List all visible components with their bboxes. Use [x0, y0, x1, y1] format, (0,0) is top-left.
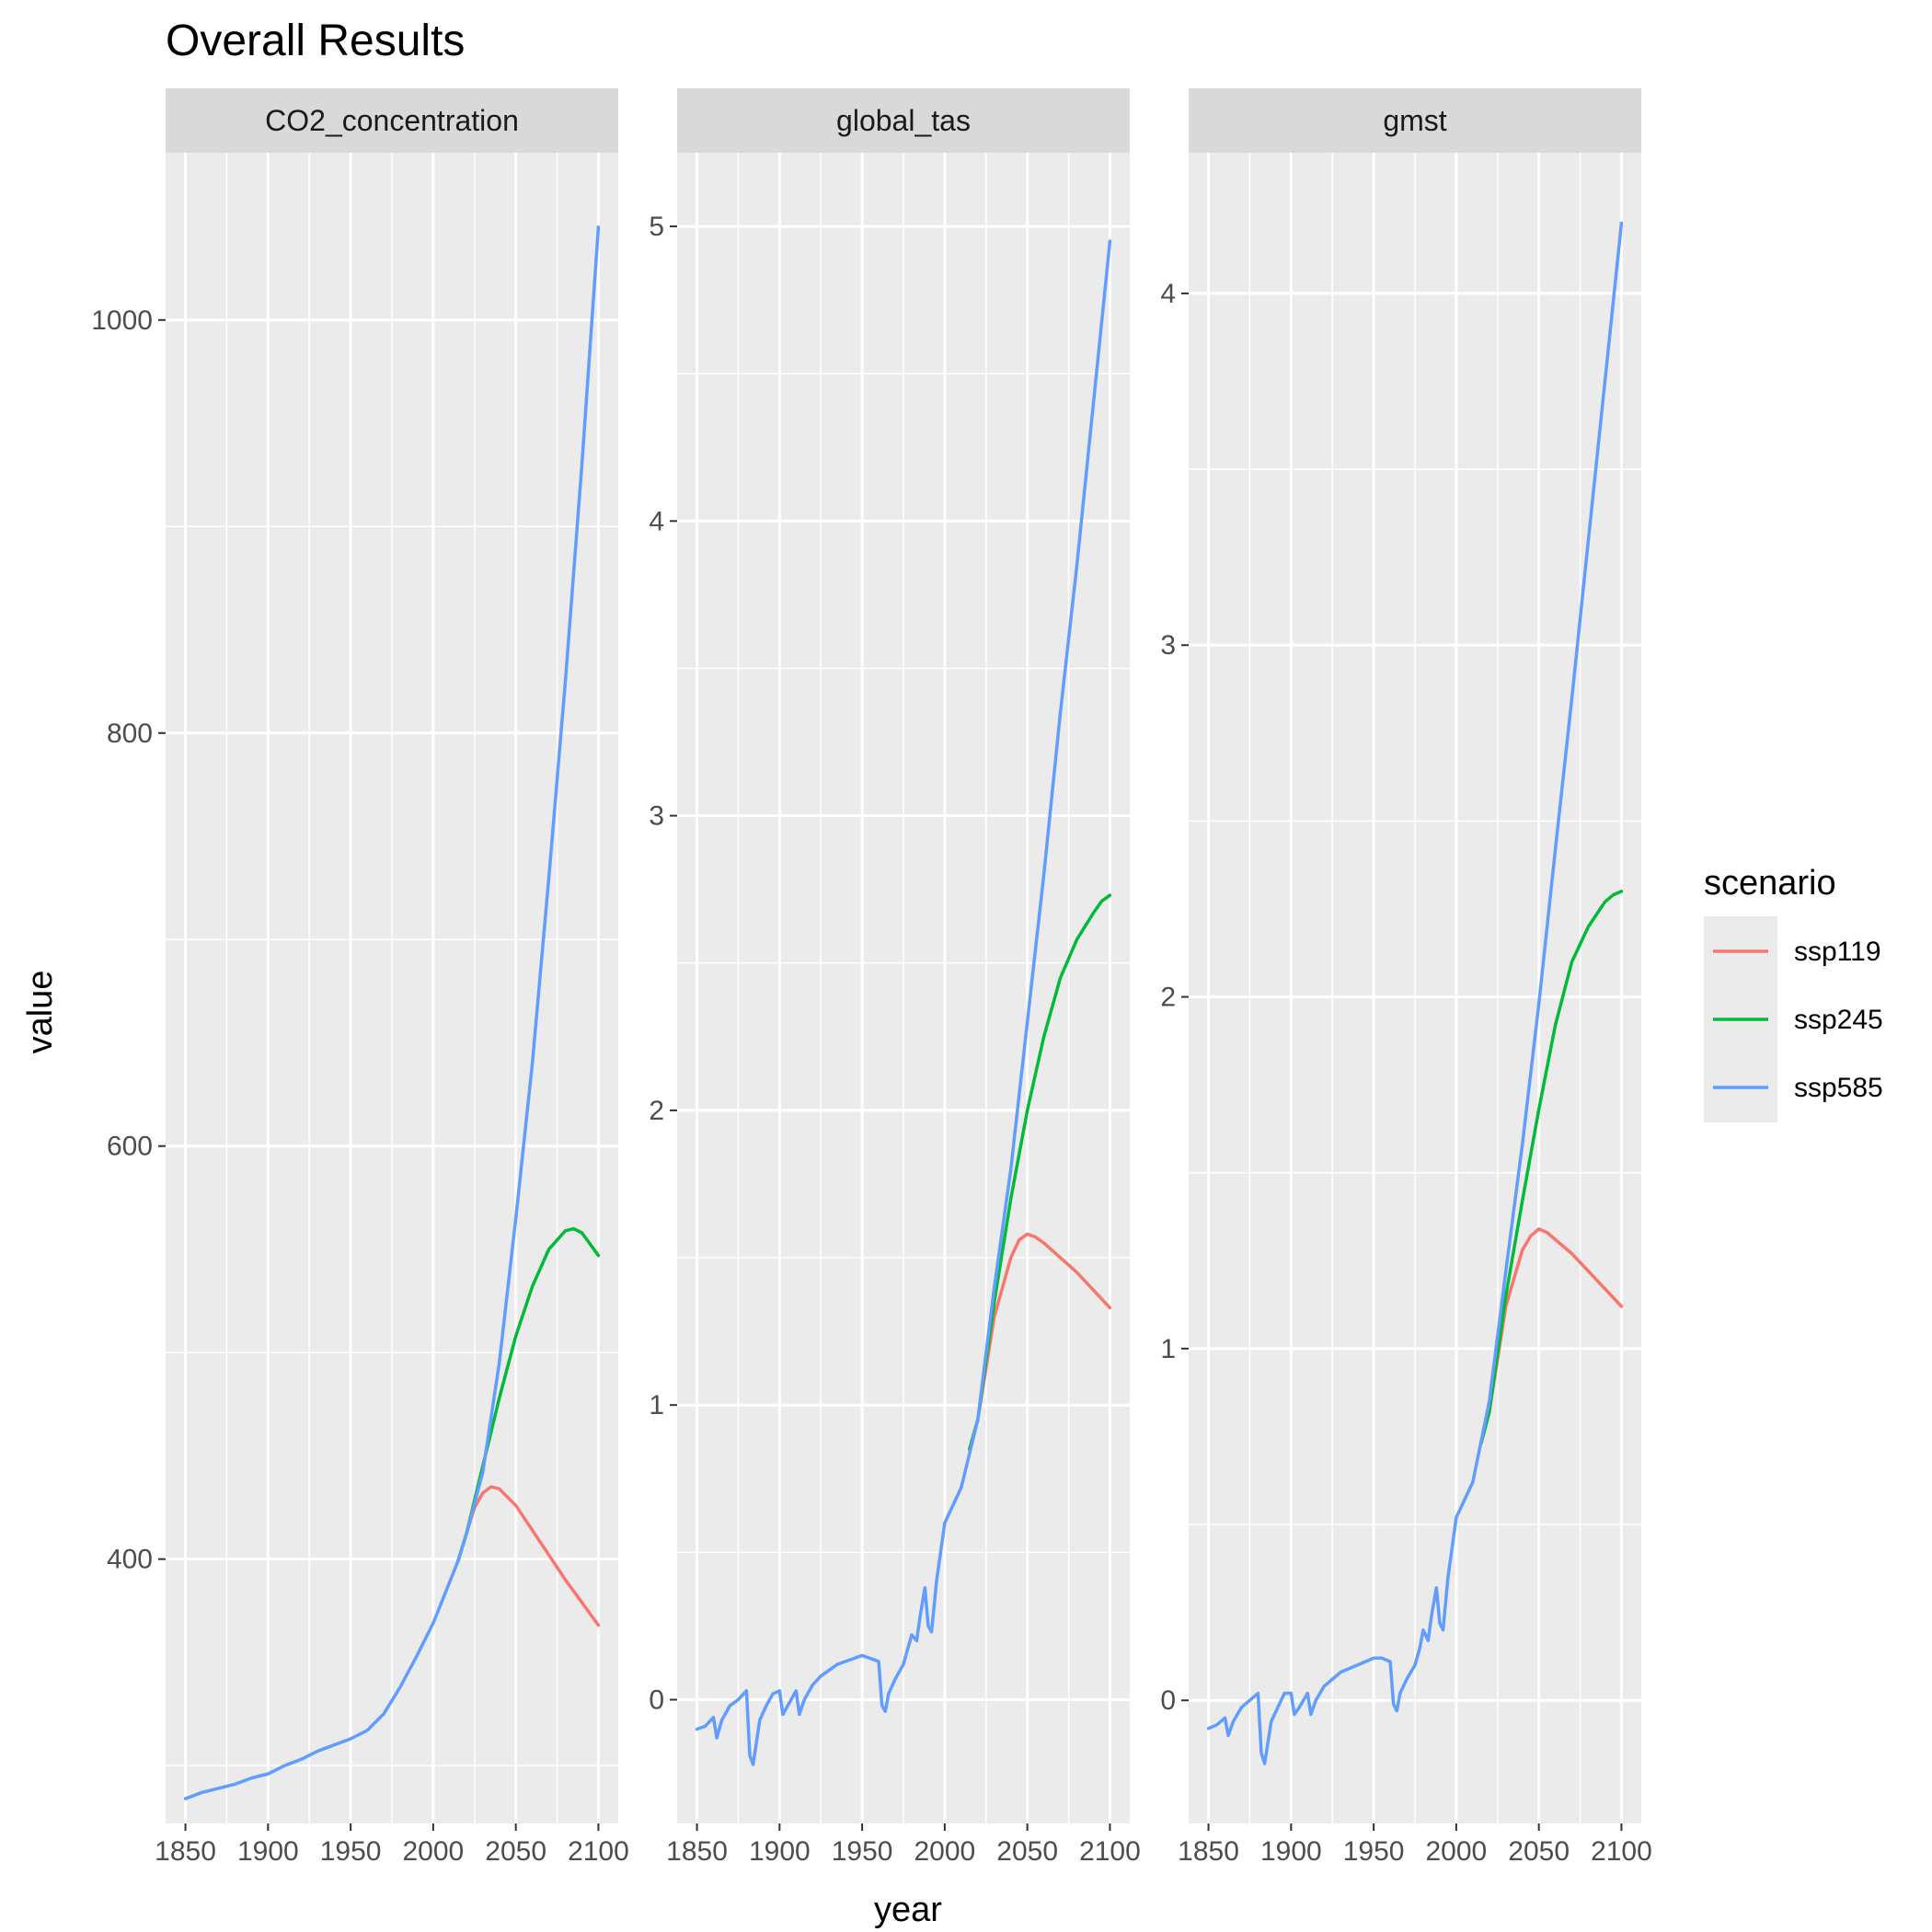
x-axis-title: year — [874, 1891, 942, 1929]
x-tick-label: 1900 — [1260, 1836, 1322, 1867]
y-tick-label: 2 — [649, 1096, 664, 1126]
y-tick-label: 0 — [649, 1685, 664, 1715]
legend-entries: ssp119 ssp245 ssp585 — [1713, 937, 1883, 1103]
x-tick-label: 2050 — [485, 1836, 546, 1867]
panel-gmst: gmst 0 1 2 3 4 1850 1900 1950 2000 2050 2100 — [1160, 88, 1652, 1867]
x-tick-label: 2000 — [1426, 1836, 1488, 1867]
y-tick-label: 0 — [1160, 1685, 1176, 1716]
facet-strip-label: global_tas — [836, 104, 971, 137]
legend-label-ssp119: ssp119 — [1794, 937, 1881, 967]
y-tick-label: 5 — [649, 212, 664, 242]
panel-CO2_concentration: CO2_concentration 400 600 800 1000 1850 1900 19… — [91, 88, 629, 1867]
y-tick-label: 2 — [1160, 983, 1176, 1013]
legend-label-ssp585: ssp585 — [1794, 1073, 1883, 1103]
facet-strip-label: CO2_concentration — [265, 104, 519, 137]
y-tick-label: 4 — [649, 506, 664, 536]
series-line-ssp585 — [183, 225, 601, 1800]
y-tick-label: 3 — [649, 801, 664, 832]
series-line-ssp245 — [1479, 890, 1624, 1445]
x-tick-label: 2050 — [996, 1836, 1058, 1867]
y-tick-label: 1 — [1160, 1334, 1176, 1364]
x-tick-label: 2100 — [1079, 1836, 1141, 1867]
panel-global_tas: global_tas 0 1 2 3 4 5 1850 1900 1950 2000 2050 2100 — [649, 88, 1141, 1867]
y-axis-title: value — [21, 971, 60, 1054]
y-tick-label: 400 — [107, 1545, 153, 1575]
x-tick-label: 2000 — [403, 1836, 465, 1867]
x-tick-label: 1950 — [832, 1836, 893, 1867]
x-tick-label: 1900 — [237, 1836, 299, 1867]
series-line-ssp585 — [695, 239, 1112, 1766]
legend-title: scenario — [1704, 864, 1836, 903]
x-tick-label: 1900 — [749, 1836, 811, 1867]
facet-strip-label: gmst — [1383, 104, 1446, 137]
series-line-ssp585 — [1206, 221, 1624, 1765]
x-tick-label: 1850 — [666, 1836, 728, 1867]
y-tick-label: 3 — [1160, 630, 1176, 661]
x-tick-label: 2050 — [1508, 1836, 1570, 1867]
facet-strip — [166, 88, 618, 153]
facet-strip — [677, 88, 1130, 153]
x-tick-label: 2000 — [914, 1836, 976, 1867]
chart-title: Overall Results — [166, 17, 465, 65]
legend-label-ssp245: ssp245 — [1794, 1005, 1883, 1035]
y-tick-label: 800 — [107, 719, 153, 749]
y-tick-label: 4 — [1160, 279, 1176, 309]
x-tick-label: 1850 — [1178, 1836, 1239, 1867]
facet-strip — [1189, 88, 1641, 153]
legend: scenario ssp119 ssp245 ssp585 — [1704, 864, 1883, 1122]
y-tick-label: 1000 — [91, 305, 153, 336]
x-tick-label: 2100 — [1591, 1836, 1652, 1867]
x-tick-label: 1950 — [1343, 1836, 1405, 1867]
y-tick-label: 600 — [107, 1132, 153, 1162]
x-tick-label: 1950 — [320, 1836, 382, 1867]
y-tick-label: 1 — [649, 1390, 664, 1420]
x-tick-label: 2100 — [568, 1836, 629, 1867]
series-line-ssp119 — [968, 1232, 1112, 1451]
x-tick-label: 1850 — [155, 1836, 216, 1867]
